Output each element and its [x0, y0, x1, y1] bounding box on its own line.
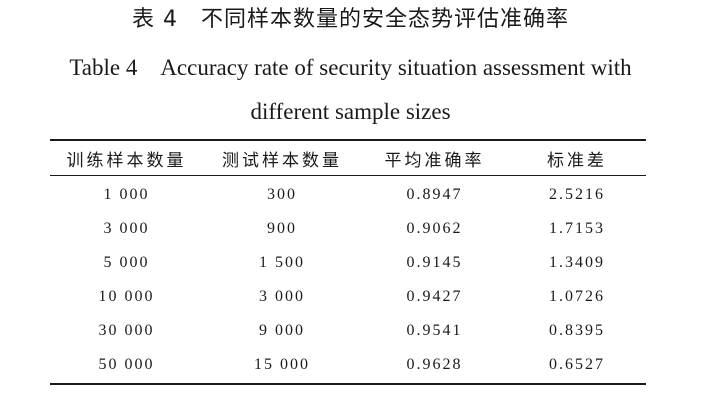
table-caption-chinese: 表 4 不同样本数量的安全态势评估准确率	[132, 7, 569, 32]
cell-training-samples: 3 000	[103, 220, 150, 237]
cell-mean-accuracy: 0.9541	[406, 322, 463, 339]
cell-test-samples: 900	[267, 220, 297, 237]
table-row: 1 000 300 0.8947 2.5216	[50, 178, 646, 212]
table-body: 1 000 300 0.8947 2.5216 3 000 900 0.9062…	[50, 178, 646, 382]
table-caption-english-line-1: Table 4 Accuracy rate of security situat…	[69, 55, 632, 80]
cell-training-samples: 30 000	[98, 322, 155, 339]
header-training-samples: 训练样本数量	[66, 151, 187, 171]
cell-training-samples: 50 000	[98, 356, 155, 373]
table-bottom-rule	[50, 383, 646, 385]
cell-std-deviation: 1.3409	[549, 254, 605, 271]
cell-mean-accuracy: 0.8947	[406, 186, 463, 203]
cell-mean-accuracy: 0.9628	[406, 356, 463, 373]
table-top-rule	[50, 139, 646, 141]
cell-test-samples: 15 000	[254, 356, 310, 373]
cell-std-deviation: 1.0726	[549, 288, 605, 305]
table-row: 10 000 3 000 0.9427 1.0726	[50, 280, 646, 314]
cell-mean-accuracy: 0.9427	[406, 288, 463, 305]
cell-std-deviation: 1.7153	[549, 220, 605, 237]
header-std-deviation: 标准差	[547, 151, 607, 171]
cell-test-samples: 300	[267, 186, 297, 203]
table-row: 5 000 1 500 0.9145 1.3409	[50, 246, 646, 280]
cell-test-samples: 9 000	[259, 322, 305, 339]
cell-std-deviation: 0.6527	[549, 356, 605, 373]
table-caption-english: Table 4 Accuracy rate of security situat…	[0, 46, 701, 134]
cell-test-samples: 1 500	[259, 254, 305, 271]
cell-std-deviation: 0.8395	[549, 322, 605, 339]
header-row: 训练样本数量 测试样本数量 平均准确率 标准差	[50, 142, 646, 175]
table-row: 30 000 9 000 0.9541 0.8395	[50, 314, 646, 348]
cell-training-samples: 1 000	[103, 186, 150, 203]
header-mean-accuracy: 平均准确率	[384, 151, 485, 171]
table-row: 3 000 900 0.9062 1.7153	[50, 212, 646, 246]
cell-training-samples: 5 000	[103, 254, 150, 271]
table-caption-english-line-2: different sample sizes	[250, 99, 451, 124]
cell-mean-accuracy: 0.9145	[406, 254, 463, 271]
cell-mean-accuracy: 0.9062	[406, 220, 463, 237]
cell-std-deviation: 2.5216	[549, 186, 605, 203]
table-row: 50 000 15 000 0.9628 0.6527	[50, 348, 646, 382]
cell-test-samples: 3 000	[259, 288, 305, 305]
header-test-samples: 测试样本数量	[222, 151, 342, 171]
table-header-rule	[50, 175, 646, 176]
cell-training-samples: 10 000	[98, 288, 155, 305]
table-header: 训练样本数量 测试样本数量 平均准确率 标准差	[50, 142, 646, 175]
